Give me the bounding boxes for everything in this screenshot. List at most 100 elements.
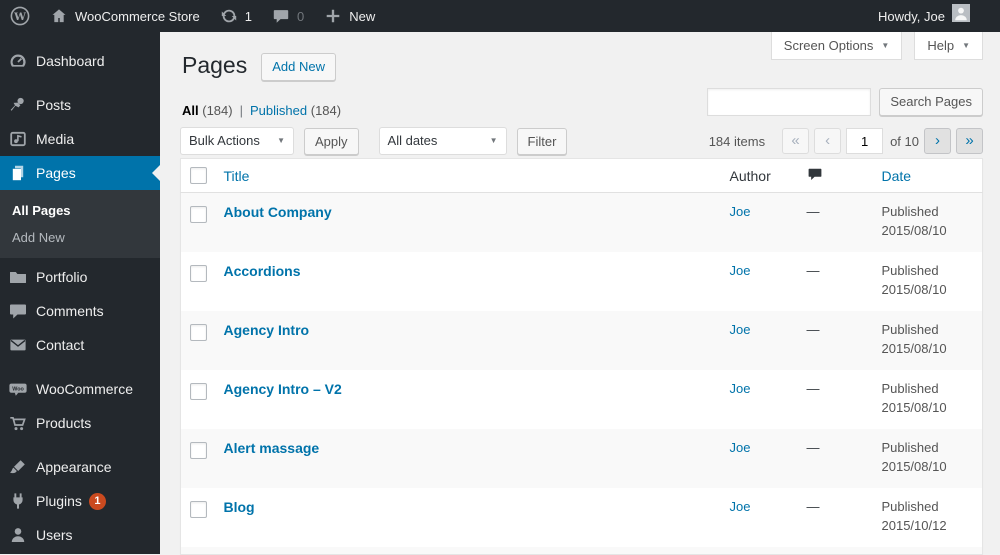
sidebar-item-users[interactable]: Users (0, 518, 160, 552)
author-link[interactable]: Joe (729, 439, 751, 455)
home-icon (50, 7, 68, 25)
pagination: 184 items « ‹ of 10 › » (709, 128, 983, 154)
no-comments-dash: — (806, 262, 820, 278)
no-comments-dash: — (806, 498, 820, 514)
row-checkbox[interactable] (190, 382, 207, 400)
submenu-item-add-new[interactable]: Add New (12, 230, 65, 245)
page-title-link[interactable]: Alert massage (223, 439, 320, 456)
sidebar-item-pages[interactable]: Pages (0, 156, 160, 190)
sort-date-header[interactable]: Date (881, 167, 912, 184)
paintbrush-icon (7, 457, 29, 477)
view-all-link[interactable]: All (184) (182, 103, 233, 118)
sidebar-item-plugins[interactable]: Plugins 1 (0, 484, 160, 518)
media-icon (7, 129, 29, 149)
pages-table: Title Author Date About Company Joe — Publi… (180, 158, 983, 555)
page-title-link[interactable]: Accordions (223, 262, 301, 279)
search-pages-button[interactable]: Search Pages (879, 88, 983, 116)
current-page-input[interactable] (846, 128, 884, 154)
row-checkbox[interactable] (190, 441, 207, 459)
comments-menu[interactable]: 0 (262, 0, 314, 32)
menu-separator (0, 440, 160, 450)
plug-icon (7, 491, 29, 511)
apply-button[interactable]: Apply (304, 127, 359, 155)
sidebar-item-comments[interactable]: Comments (0, 294, 160, 328)
svg-text:W: W (13, 11, 26, 23)
dashboard-icon (7, 51, 29, 71)
svg-text:Woo: Woo (12, 386, 24, 392)
sidebar-item-contact[interactable]: Contact (0, 328, 160, 362)
cart-icon (7, 413, 29, 433)
chevron-down-icon: ▼ (881, 41, 890, 50)
sidebar: Dashboard Posts Media Pages All Pages Add New… (0, 32, 160, 554)
account-menu[interactable]: Howdy, Joe (868, 0, 986, 32)
publish-status: Published (881, 380, 939, 396)
row-checkbox[interactable] (190, 500, 207, 518)
bulk-actions-select[interactable]: Bulk Actions ▼ (180, 127, 294, 155)
admin-bar: W WooCommerce Store 1 0 New Howdy, Joe (0, 0, 1000, 32)
row-checkbox[interactable] (190, 264, 207, 282)
sidebar-item-portfolio[interactable]: Portfolio (0, 260, 160, 294)
filter-button[interactable]: Filter (516, 127, 568, 155)
author-link[interactable]: Joe (729, 321, 751, 337)
publish-date: 2015/08/10 (881, 399, 947, 415)
sidebar-item-dashboard[interactable]: Dashboard (0, 44, 160, 78)
screen-meta-tabs: Screen Options ▼ Help ▼ (770, 32, 983, 60)
update-count: 1 (244, 8, 252, 24)
author-link[interactable]: Joe (729, 498, 751, 514)
update-count-badge: 1 (88, 492, 106, 510)
sidebar-item-products[interactable]: Products (0, 406, 160, 440)
page-row: Accordions Joe — Published 2015/08/10 (181, 252, 983, 311)
first-page-button[interactable]: « (782, 128, 810, 154)
sort-title-header[interactable]: Title (223, 167, 250, 184)
envelope-icon (7, 335, 29, 355)
prev-page-button[interactable]: ‹ (814, 128, 842, 154)
pages-submenu: All Pages Add New (0, 190, 160, 258)
page-row: Agency Intro – V2 Joe — Published 2015/08/10 (181, 370, 983, 429)
page-header: Pages Add New (182, 50, 336, 81)
new-label: New (349, 8, 376, 24)
view-published-link[interactable]: Published (184) (250, 103, 342, 118)
next-page-button[interactable]: › (924, 128, 951, 154)
page-row: Agency Intro Joe — Published 2015/08/10 (180, 310, 983, 370)
publish-date: 2015/08/10 (881, 281, 947, 297)
author-link[interactable]: Joe (729, 262, 751, 278)
main-content: Screen Options ▼ Help ▼ Pages Add New Se… (160, 32, 1000, 555)
row-checkbox[interactable] (190, 206, 207, 223)
page-title-link[interactable]: Agency Intro (223, 321, 310, 338)
sidebar-item-appearance[interactable]: Appearance (0, 450, 160, 484)
site-name-menu[interactable]: WooCommerce Store (40, 0, 210, 32)
author-link[interactable]: Joe (729, 204, 751, 219)
sidebar-item-posts[interactable]: Posts (0, 88, 160, 122)
page-title-link[interactable]: Agency Intro – V2 (223, 380, 342, 397)
date-filter-select[interactable]: All dates ▼ (378, 127, 507, 155)
total-pages-label: of 10 (890, 133, 919, 149)
submenu-item-all-pages[interactable]: All Pages (12, 203, 71, 218)
row-checkbox[interactable] (190, 323, 207, 341)
avatar (952, 4, 976, 28)
portfolio-icon (7, 267, 29, 287)
publish-status: Published (881, 321, 939, 337)
wordpress-logo-menu[interactable]: W (0, 0, 40, 32)
updates-menu[interactable]: 1 (210, 0, 262, 32)
last-page-button[interactable]: » (956, 128, 983, 154)
plus-icon (324, 7, 342, 25)
publish-date: 2015/08/10 (881, 458, 947, 474)
table-toolbar: Bulk Actions ▼ Apply All dates ▼ Filter … (180, 126, 983, 156)
select-all-checkbox[interactable] (190, 166, 207, 184)
page-row: Blog Joe — Published 2015/10/12 (181, 488, 983, 547)
page-title-link[interactable]: About Company (223, 204, 332, 220)
help-button[interactable]: Help ▼ (914, 32, 983, 60)
new-content-menu[interactable]: New (314, 0, 385, 32)
screen-options-button[interactable]: Screen Options ▼ (770, 32, 903, 60)
page-title-link[interactable]: Blog (223, 498, 255, 515)
search-input[interactable] (707, 88, 872, 116)
publish-status: Published (881, 439, 939, 455)
sidebar-item-media[interactable]: Media (0, 122, 160, 156)
publish-date: 2015/08/10 (881, 340, 947, 356)
add-new-button[interactable]: Add New (261, 53, 336, 81)
sidebar-item-woocommerce[interactable]: Woo WooCommerce (0, 372, 160, 406)
user-icon (7, 525, 29, 545)
comment-count: 0 (296, 8, 305, 24)
author-link[interactable]: Joe (729, 380, 751, 396)
